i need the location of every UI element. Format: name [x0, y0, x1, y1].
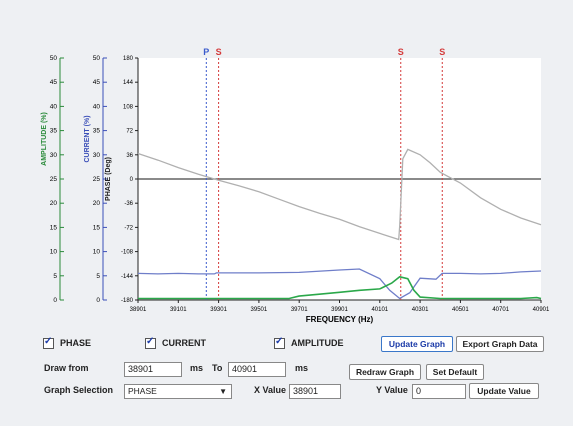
phase-checkbox[interactable]	[43, 336, 54, 349]
x-tick-label: 39301	[210, 307, 227, 313]
export-graph-data-button[interactable]: Export Graph Data	[456, 336, 544, 352]
x-tick-label: 40901	[533, 307, 550, 313]
phase-tick-label: 144	[123, 80, 134, 86]
current-axis-label: CURRENT (%)	[84, 115, 91, 162]
draw-from-input[interactable]: 38901	[124, 362, 182, 377]
amplitude-tick-label: 50	[50, 55, 58, 62]
graph-selection-dropdown[interactable]: PHASE ▼	[124, 384, 232, 399]
x-tick-label: 40101	[371, 307, 388, 313]
x-tick-label: 40701	[492, 307, 509, 313]
phase-tick-label: 36	[126, 153, 133, 159]
phase-tick-label: -72	[124, 225, 133, 231]
current-series-line	[137, 268, 542, 300]
update-value-button[interactable]: Update Value	[469, 383, 539, 399]
current-tick-label: 30	[93, 152, 101, 159]
phase-tick-label: 180	[123, 56, 134, 62]
amplitude-tick-label: 20	[50, 200, 58, 207]
phase-tick-label: -180	[121, 298, 134, 304]
x-tick-label: 38901	[130, 307, 147, 313]
current-tick-label: 45	[93, 79, 101, 86]
draw-from-unit: ms	[190, 363, 204, 373]
amplitude-tick-label: 45	[50, 79, 58, 86]
amplitude-tick-label: 10	[50, 249, 58, 256]
set-default-button[interactable]: Set Default	[426, 364, 484, 380]
current-tick-label: 10	[93, 249, 101, 256]
graph-selection-label: Graph Selection	[44, 385, 114, 395]
current-tick-label: 15	[93, 224, 101, 231]
current-tick-label: 5	[96, 273, 100, 280]
chevron-down-icon: ▼	[219, 387, 227, 396]
phase-tick-label: -144	[121, 274, 134, 280]
draw-from-label: Draw from	[44, 363, 89, 373]
current-tick-label: 20	[93, 200, 101, 207]
marker-label-s: S	[439, 47, 445, 57]
graph-selection-value: PHASE	[128, 386, 157, 396]
x-tick-label: 40501	[452, 307, 469, 313]
amplitude-checkbox-label: AMPLITUDE	[291, 338, 344, 348]
current-tick-label: 40	[93, 103, 101, 110]
y-value-input[interactable]: 0	[412, 384, 466, 399]
amplitude-axis-label: AMPLITUDE (%)	[41, 112, 48, 166]
x-axis-label: FREQUENCY (Hz)	[306, 315, 374, 324]
marker-label-s: S	[216, 47, 222, 57]
current-tick-label: 25	[93, 176, 101, 183]
x-tick-label: 39901	[331, 307, 348, 313]
redraw-graph-button[interactable]: Redraw Graph	[349, 364, 421, 380]
graph-panel: 50 45 40 35 30 25 20 15 10 5 0 AMPLITUDE (%) 50 45 40 3…	[8, 8, 565, 418]
phase-tick-label: 72	[126, 129, 133, 135]
x-tick-label: 39701	[291, 307, 308, 313]
current-checkbox[interactable]	[145, 336, 156, 349]
amplitude-tick-label: 35	[50, 128, 58, 135]
amplitude-checkbox[interactable]	[274, 336, 285, 349]
draw-to-input[interactable]: 40901	[228, 362, 286, 377]
amplitude-tick-label: 0	[53, 297, 57, 304]
amplitude-tick-label: 5	[53, 273, 57, 280]
update-graph-button[interactable]: Update Graph	[381, 336, 453, 352]
draw-to-unit: ms	[295, 363, 309, 373]
y-value-label: Y Value	[376, 385, 408, 395]
marker-label-s: S	[398, 47, 404, 57]
x-tick-label: 40301	[412, 307, 429, 313]
phase-series-line	[137, 148, 542, 241]
x-tick-label: 39501	[251, 307, 268, 313]
to-label: To	[212, 363, 223, 373]
current-checkbox-label: CURRENT	[162, 338, 206, 348]
x-tick-label: 39101	[170, 307, 187, 313]
phase-checkbox-label: PHASE	[60, 338, 92, 348]
phase-tick-label: -108	[121, 250, 134, 256]
phase-tick-label: 108	[123, 104, 134, 110]
phase-tick-label: 0	[130, 177, 134, 183]
current-tick-label: 50	[93, 55, 101, 62]
amplitude-series-line	[138, 275, 542, 300]
amplitude-tick-label: 25	[50, 176, 58, 183]
phase-tick-label: -36	[124, 201, 133, 207]
x-value-input[interactable]: 38901	[289, 384, 341, 399]
amplitude-tick-label: 30	[50, 152, 58, 159]
marker-label-p: P	[203, 47, 209, 57]
current-tick-label: 0	[96, 297, 100, 304]
phase-axis-label: PHASE (Deg)	[105, 157, 112, 201]
amplitude-tick-label: 15	[50, 224, 58, 231]
current-tick-label: 35	[93, 128, 101, 135]
amplitude-tick-label: 40	[50, 103, 58, 110]
x-value-label: X Value	[254, 385, 287, 395]
